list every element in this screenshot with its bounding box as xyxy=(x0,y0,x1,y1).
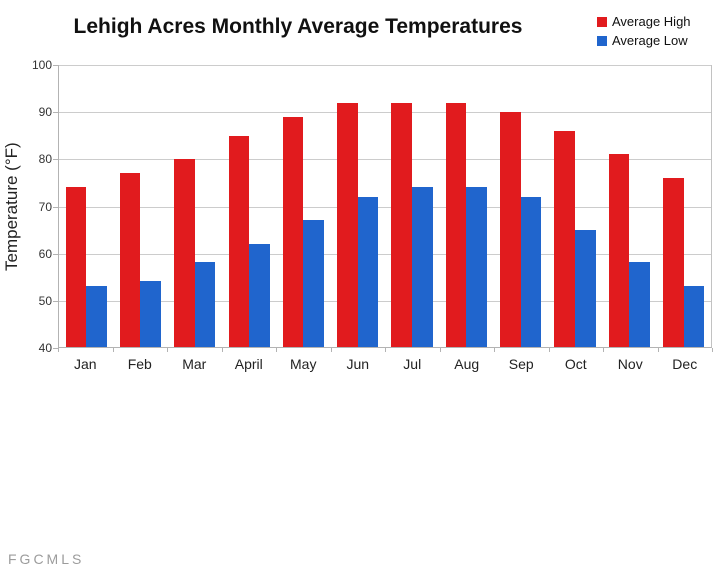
y-axis-tick-label: 80 xyxy=(38,152,52,167)
x-axis-label-jun: Jun xyxy=(346,356,370,372)
bar-group-oct xyxy=(548,65,602,347)
bar-average-high-sep xyxy=(500,112,521,347)
y-axis-tick-label: 60 xyxy=(38,246,52,261)
x-axis-tick xyxy=(657,348,659,352)
x-axis-tick xyxy=(167,348,168,352)
bar-average-low-sep xyxy=(520,196,542,347)
x-axis-tick xyxy=(385,348,386,352)
plot-area xyxy=(58,65,712,348)
bar-average-low-april xyxy=(249,243,270,347)
y-axis-tick-label: 90 xyxy=(38,105,52,120)
x-axis-label-oct: Oct xyxy=(564,356,587,372)
bar-group-sep xyxy=(494,65,548,347)
legend-item-average-high: Average High xyxy=(597,14,691,29)
bar-group-jan xyxy=(59,65,113,347)
chart-title: Lehigh Acres Monthly Average Temperature… xyxy=(73,15,523,38)
bar-average-low-jun xyxy=(357,196,379,347)
y-axis-tick xyxy=(53,112,58,114)
x-axis-tick xyxy=(330,348,332,352)
bar-average-high-aug xyxy=(445,102,467,347)
bar-average-low-oct xyxy=(575,229,596,347)
bar-group-jun xyxy=(331,65,385,347)
bar-group-feb xyxy=(113,65,167,347)
x-axis-label-feb: Feb xyxy=(127,356,152,372)
x-axis-label-april: April xyxy=(234,356,263,372)
legend-label-high: Average High xyxy=(612,14,691,29)
x-axis-tick xyxy=(548,348,550,352)
x-axis-tick xyxy=(112,348,114,352)
bar-average-low-jan xyxy=(86,285,107,347)
gridline xyxy=(59,159,711,161)
x-axis-tick xyxy=(494,348,495,352)
x-axis-label-mar: Mar xyxy=(182,356,207,372)
bar-average-high-dec xyxy=(663,177,684,347)
bar-average-high-mar xyxy=(174,159,195,347)
bar-average-high-may xyxy=(282,116,304,347)
legend-swatch-low xyxy=(597,35,607,46)
legend: Average High Average Low xyxy=(597,14,691,52)
y-axis-tick-label: 40 xyxy=(38,341,52,355)
gridline xyxy=(59,65,711,66)
gridline xyxy=(59,206,711,208)
gridline xyxy=(59,253,711,255)
bar-average-high-nov xyxy=(608,154,630,347)
bar-average-low-aug xyxy=(466,187,488,347)
bar-group-dec xyxy=(657,65,711,347)
y-axis-tick-label: 50 xyxy=(38,293,52,308)
x-axis-label-may: May xyxy=(290,356,317,372)
gridline xyxy=(59,300,711,302)
x-axis-label-jan: Jan xyxy=(73,356,97,372)
legend-label-low: Average Low xyxy=(612,33,688,48)
x-axis-tick xyxy=(221,348,223,352)
bar-group-nov xyxy=(602,65,656,347)
y-axis-tick xyxy=(53,206,58,208)
legend-swatch-high xyxy=(597,16,607,27)
bar-group-april xyxy=(222,65,276,347)
bar-group-mar xyxy=(168,65,222,347)
bar-average-low-mar xyxy=(194,262,216,347)
watermark: FGCMLS xyxy=(8,551,85,567)
bars-layer xyxy=(59,65,711,347)
gridline xyxy=(59,112,711,114)
y-axis-tick xyxy=(53,65,58,66)
y-axis-tick xyxy=(53,159,58,161)
x-axis-label-dec: Dec xyxy=(672,356,698,372)
bar-average-high-oct xyxy=(554,130,576,347)
bar-group-jul xyxy=(385,65,439,347)
bar-average-low-feb xyxy=(140,281,162,347)
bar-average-high-jul xyxy=(391,102,413,347)
x-axis-tick xyxy=(58,348,59,352)
x-axis-tick xyxy=(712,348,713,352)
x-axis-tick xyxy=(603,348,604,352)
bar-group-may xyxy=(276,65,330,347)
bar-average-low-nov xyxy=(629,262,651,347)
x-axis-label-jul: Jul xyxy=(403,356,422,372)
x-axis-tick xyxy=(276,348,277,352)
bar-average-low-dec xyxy=(683,285,705,347)
y-axis-tick-label: 100 xyxy=(31,58,52,72)
bar-average-high-feb xyxy=(119,173,141,347)
x-axis-label-nov: Nov xyxy=(617,356,643,372)
bar-average-high-april xyxy=(228,135,250,347)
x-axis-label-aug: Aug xyxy=(454,356,480,372)
x-axis-label-sep: Sep xyxy=(508,356,534,372)
y-axis-tick-label: 70 xyxy=(38,199,52,214)
bar-average-high-jun xyxy=(337,102,358,347)
x-axis-tick xyxy=(439,348,441,352)
legend-item-average-low: Average Low xyxy=(597,33,691,48)
bar-average-low-jul xyxy=(412,187,433,347)
y-axis-tick xyxy=(53,348,58,349)
bar-average-high-jan xyxy=(65,187,87,347)
y-axis-tick xyxy=(53,253,58,255)
bar-average-low-may xyxy=(303,220,325,347)
y-axis-tick xyxy=(53,300,58,302)
bar-group-aug xyxy=(439,65,493,347)
